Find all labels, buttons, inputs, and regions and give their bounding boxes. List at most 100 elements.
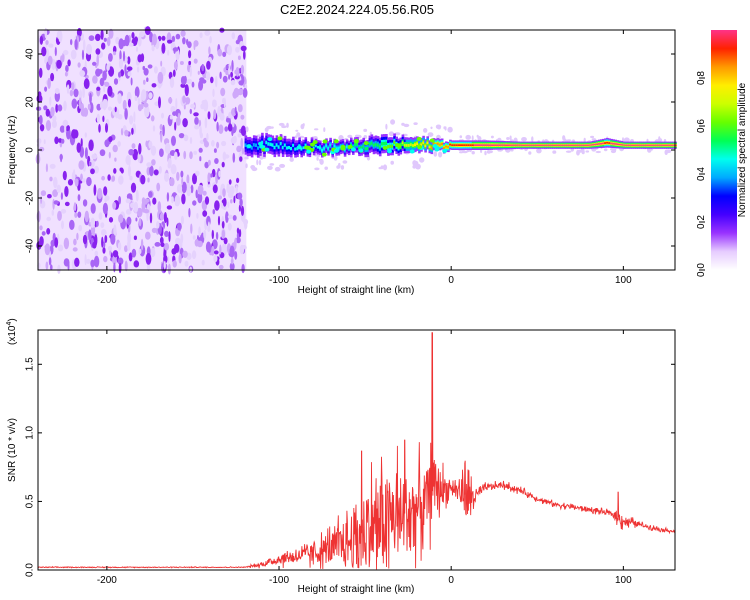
- noise-blob: [118, 38, 124, 50]
- band-spot: [258, 141, 263, 146]
- noise-blob: [212, 184, 218, 194]
- noise-blob: [117, 257, 124, 265]
- noise-blob: [199, 32, 203, 39]
- noise-blob: [240, 64, 245, 75]
- band-cell: [473, 144, 477, 146]
- noise-blob: [233, 195, 236, 204]
- noise-blob: [148, 191, 153, 198]
- noise-blob: [108, 53, 113, 62]
- band-cell: [659, 144, 663, 146]
- noise-blob: [53, 176, 58, 189]
- noise-blob: [108, 151, 111, 159]
- noise-blob: [124, 64, 127, 76]
- band-cell: [599, 142, 603, 145]
- noise-blob: [130, 202, 134, 208]
- x-tick-label: 0: [448, 575, 454, 586]
- noise-blob: [222, 51, 227, 57]
- halo-blob: [595, 150, 602, 154]
- band-cell: [587, 144, 591, 146]
- noise-blob: [38, 67, 43, 78]
- noise-blob: [181, 177, 184, 186]
- y-tick-label: 0.0: [25, 563, 36, 577]
- snr-frame: [37, 329, 676, 571]
- band-cell: [515, 144, 518, 146]
- band-cell: [302, 146, 305, 150]
- noise-blob: [113, 78, 119, 85]
- band-cell: [604, 142, 607, 144]
- halo-blob: [427, 132, 434, 138]
- colorbar-gradient: [711, 30, 737, 270]
- spectrogram-y-label: Frequency (Hz): [7, 116, 18, 185]
- noise-blob: [164, 142, 171, 154]
- band-cell: [554, 144, 558, 146]
- noise-blob: [39, 124, 45, 132]
- band-cell: [277, 145, 281, 149]
- halo-blob: [319, 158, 324, 165]
- colorbar-ticks: 0.0 0.2 0.4 0.6 0.8: [696, 71, 707, 277]
- noise-blob: [240, 114, 245, 120]
- band-cell: [593, 143, 597, 146]
- halo-blob: [510, 148, 514, 152]
- band-cell: [482, 144, 485, 146]
- noise-blob: [72, 247, 78, 252]
- noise-blob: [217, 105, 221, 116]
- noise-blob: [124, 108, 128, 120]
- band-cell: [368, 142, 372, 146]
- halo-blob: [258, 159, 262, 166]
- noise-blob: [130, 77, 133, 86]
- noise-blob: [177, 222, 182, 231]
- noise-blob: [240, 205, 245, 216]
- halo-blob: [354, 134, 360, 138]
- halo-blob: [267, 165, 273, 170]
- noise-blob: [231, 122, 235, 128]
- noise-blob: [76, 142, 82, 153]
- noise-blob: [210, 76, 214, 84]
- noise-blob: [43, 139, 46, 145]
- noise-blob: [71, 98, 78, 109]
- noise-blob: [56, 184, 61, 193]
- noise-blob: [240, 45, 247, 52]
- noise-blob: [41, 46, 47, 57]
- noise-blob: [204, 161, 209, 169]
- snr-x-ticks: -200 -100 0 100: [97, 330, 632, 586]
- halo-blob: [565, 150, 572, 153]
- x-tick-label: -100: [269, 575, 289, 586]
- noise-blob: [172, 260, 177, 268]
- noise-blob: [170, 105, 176, 113]
- band-cell: [356, 143, 359, 147]
- noise-blob: [117, 141, 121, 147]
- halo-blob: [324, 166, 329, 170]
- noise-blob: [180, 83, 186, 88]
- noise-blob: [158, 166, 162, 174]
- noise-blob: [198, 226, 201, 238]
- band-cell: [281, 145, 285, 150]
- noise-blob: [58, 30, 63, 43]
- noise-blob: [107, 174, 111, 181]
- spectrogram-x-ticks: -200 -100 0 100: [97, 30, 632, 286]
- noise-blob: [222, 75, 228, 83]
- noise-blob: [224, 126, 228, 132]
- noise-blob: [225, 69, 229, 76]
- noise-blob: [46, 228, 51, 235]
- halo-blob: [433, 151, 438, 157]
- noise-blob: [100, 229, 107, 236]
- band-cell: [366, 147, 370, 151]
- band-cell: [411, 144, 415, 147]
- noise-blob: [127, 71, 132, 77]
- noise-blob: [237, 88, 244, 96]
- noise-blob: [204, 196, 210, 205]
- band-spot: [442, 148, 448, 153]
- band-cell: [674, 144, 677, 146]
- noise-blob: [159, 124, 163, 131]
- halo-blob: [484, 150, 487, 156]
- noise-blob: [51, 209, 55, 216]
- band-cell: [653, 144, 657, 146]
- band-cell: [428, 145, 432, 148]
- noise-blob: [70, 39, 73, 46]
- noise-blob: [147, 64, 153, 69]
- noise-blob: [52, 198, 55, 210]
- band-cell: [430, 146, 434, 149]
- noise-blob: [50, 239, 56, 247]
- band-cell: [635, 144, 638, 146]
- noise-blob: [174, 121, 177, 131]
